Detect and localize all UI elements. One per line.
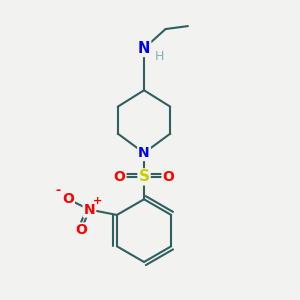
Text: O: O	[114, 170, 125, 184]
Text: H: H	[155, 50, 164, 63]
Text: S: S	[139, 169, 149, 184]
Text: +: +	[93, 196, 102, 206]
Text: N: N	[138, 146, 150, 160]
Text: N: N	[84, 202, 95, 217]
Text: O: O	[75, 224, 87, 238]
Text: N: N	[138, 41, 150, 56]
Text: O: O	[62, 192, 74, 206]
Text: O: O	[163, 170, 175, 184]
Text: -: -	[56, 184, 61, 197]
